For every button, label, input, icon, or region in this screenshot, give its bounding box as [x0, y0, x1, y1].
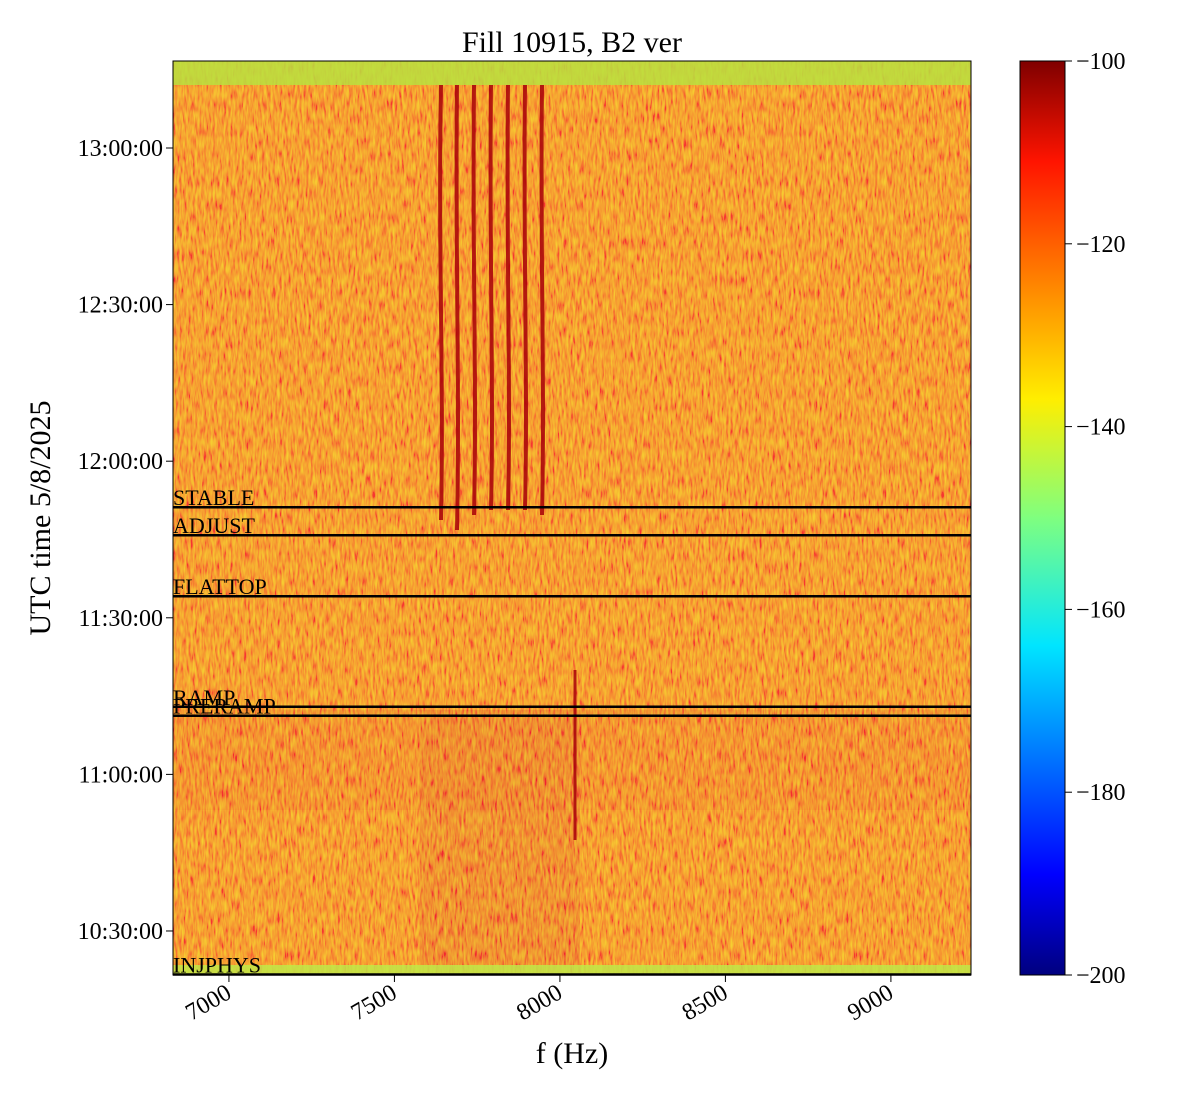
y-tick-label: 12:30:00 [78, 293, 163, 319]
phase-label: FLATTOP [173, 574, 267, 599]
x-tick-label: 7500 [347, 980, 402, 1027]
colorbar-tick-label: −100 [1076, 49, 1126, 75]
x-tick-label: 8000 [512, 980, 567, 1027]
colorbar [1019, 60, 1066, 976]
colorbar-tick-label: −160 [1076, 597, 1126, 623]
y-tick-label: 11:00:00 [79, 762, 163, 788]
colorbar-tick-label: −120 [1076, 232, 1126, 258]
phase-label: PRERAMP [173, 694, 276, 719]
y-axis-label: UTC time 5/8/2025 [24, 401, 57, 636]
y-tick-label: 10:30:00 [78, 919, 163, 945]
colorbar-tick-label: −140 [1076, 415, 1126, 441]
phase-label: RAMP [173, 685, 235, 710]
y-tick-label: 12:00:00 [78, 449, 163, 475]
phase-label: ADJUST [173, 513, 255, 538]
phase-label: STABLE [173, 485, 254, 510]
y-tick-label: 11:30:00 [79, 606, 163, 632]
colorbar-tick-label: −180 [1076, 780, 1126, 806]
chart-title: Fill 10915, B2 ver [462, 26, 682, 59]
x-axis-label: f (Hz) [536, 1037, 608, 1070]
x-tick-label: 7000 [181, 980, 236, 1027]
colorbar-tick-label: −200 [1076, 963, 1126, 989]
spectrogram-image [173, 61, 971, 975]
phase-label: INJPHYS [173, 952, 261, 977]
x-tick-label: 8500 [678, 980, 733, 1027]
y-tick-label: 13:00:00 [78, 136, 163, 162]
x-tick-label: 9000 [843, 980, 898, 1027]
